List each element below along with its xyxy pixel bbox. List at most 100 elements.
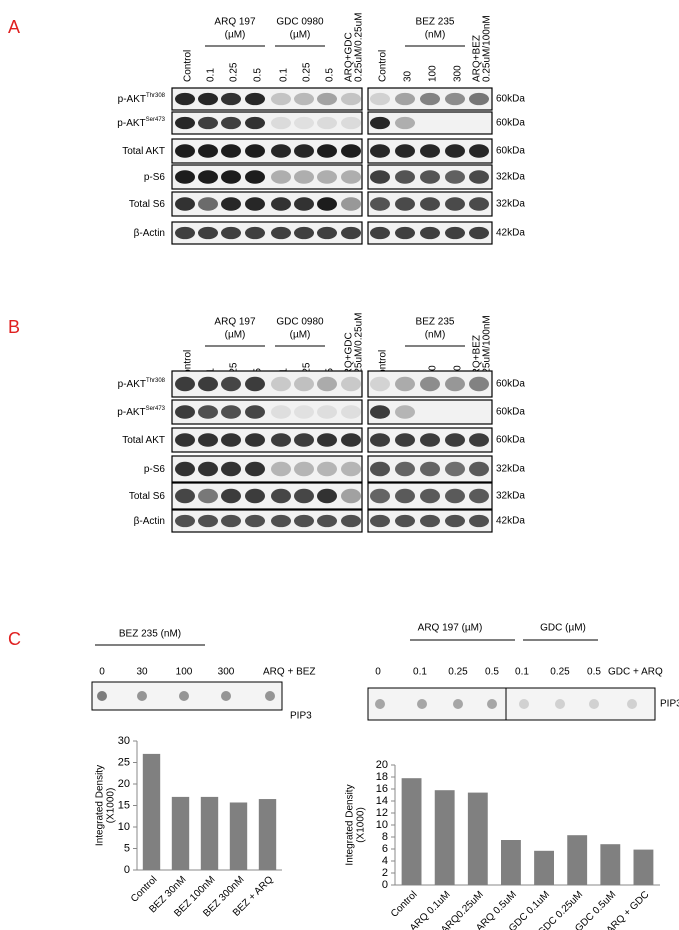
row-label: Total AKT: [122, 146, 165, 157]
row-label: p-AKTThr308: [118, 378, 166, 390]
band: [198, 488, 218, 504]
dot: [417, 699, 427, 709]
row-label-sup: Ser473: [146, 406, 166, 412]
dot: [487, 699, 497, 709]
band: [445, 514, 465, 528]
band: [175, 461, 195, 477]
row-label: β-Actin: [134, 228, 165, 239]
bar: [258, 799, 277, 870]
y-tick-label: 0: [382, 879, 388, 891]
row-label: β-Actin: [134, 516, 165, 527]
lane-label: 30: [403, 70, 414, 82]
band: [221, 461, 241, 477]
group-name: ARQ 197: [214, 17, 256, 28]
panel-label: B: [8, 317, 20, 337]
panel-label: A: [8, 17, 20, 37]
band: [198, 226, 218, 240]
band: [420, 226, 440, 240]
band: [395, 170, 415, 184]
band: [370, 170, 390, 184]
y-tick-label: 2: [382, 867, 388, 879]
row-label: p-AKTSer473: [117, 117, 165, 129]
blot-frame: [171, 87, 363, 111]
band: [175, 116, 195, 130]
band: [341, 170, 361, 184]
lane-label: 0: [99, 667, 105, 678]
band: [395, 514, 415, 528]
band: [395, 92, 415, 106]
y-tick-label: 0: [124, 864, 130, 876]
row-label-text: β-Actin: [134, 516, 165, 527]
lane-label: Control: [183, 350, 194, 382]
band: [245, 116, 265, 130]
group-unit: (nM): [425, 330, 446, 341]
kda-label: 42kDa: [496, 228, 525, 239]
row-label-text: Total AKT: [122, 146, 165, 157]
band: [370, 116, 390, 130]
band: [317, 144, 337, 158]
band: [420, 197, 440, 211]
band: [245, 488, 265, 504]
band: [469, 514, 489, 528]
band: [245, 514, 265, 528]
band: [317, 405, 337, 419]
dot: [453, 699, 463, 709]
lane-label: 0.5: [253, 68, 264, 82]
y-tick-label: 14: [376, 795, 388, 807]
lane-label: 100: [176, 667, 193, 678]
band: [469, 92, 489, 106]
band: [341, 461, 361, 477]
band: [445, 144, 465, 158]
group-name: BEZ 235 (nM): [119, 629, 181, 640]
band: [271, 488, 291, 504]
y-tick-label: 10: [376, 819, 388, 831]
band: [395, 433, 415, 447]
group-unit: (µM): [225, 30, 246, 41]
band: [271, 92, 291, 106]
band: [271, 197, 291, 211]
band: [420, 144, 440, 158]
y-tick-label: 15: [118, 799, 130, 811]
band: [445, 376, 465, 392]
band: [341, 376, 361, 392]
bar: [200, 796, 219, 870]
lane-label: 0: [375, 667, 381, 678]
lane-label: ARQ+BEZ: [472, 335, 483, 382]
dot: [589, 699, 599, 709]
lane-label: 0.25: [302, 62, 313, 82]
band: [175, 197, 195, 211]
kda-label: 42kDa: [496, 516, 525, 527]
band: [317, 433, 337, 447]
band: [341, 144, 361, 158]
dot: [137, 691, 147, 701]
lane-label: ARQ+GDC: [344, 332, 355, 382]
band: [420, 514, 440, 528]
band: [198, 170, 218, 184]
kda-label: 32kDa: [496, 464, 525, 475]
band: [445, 170, 465, 184]
row-label: Total S6: [129, 491, 166, 502]
bar: [501, 840, 521, 885]
lane-label: 0.1: [206, 68, 217, 82]
band: [341, 197, 361, 211]
band: [198, 376, 218, 392]
band: [469, 376, 489, 392]
band: [469, 226, 489, 240]
band: [395, 144, 415, 158]
lane-label: 0.25uM/100nM: [482, 315, 493, 382]
y-tick-label: 20: [118, 778, 130, 790]
band: [370, 226, 390, 240]
x-tick-label: Control: [389, 889, 420, 920]
band: [469, 488, 489, 504]
band: [341, 514, 361, 528]
band: [198, 197, 218, 211]
band: [175, 376, 195, 392]
dot: [221, 691, 231, 701]
band: [370, 514, 390, 528]
band: [370, 433, 390, 447]
band: [341, 433, 361, 447]
row-label-text: p-S6: [144, 464, 166, 475]
y-tick-label: 5: [124, 842, 130, 854]
lane-label: 0.5: [325, 68, 336, 82]
